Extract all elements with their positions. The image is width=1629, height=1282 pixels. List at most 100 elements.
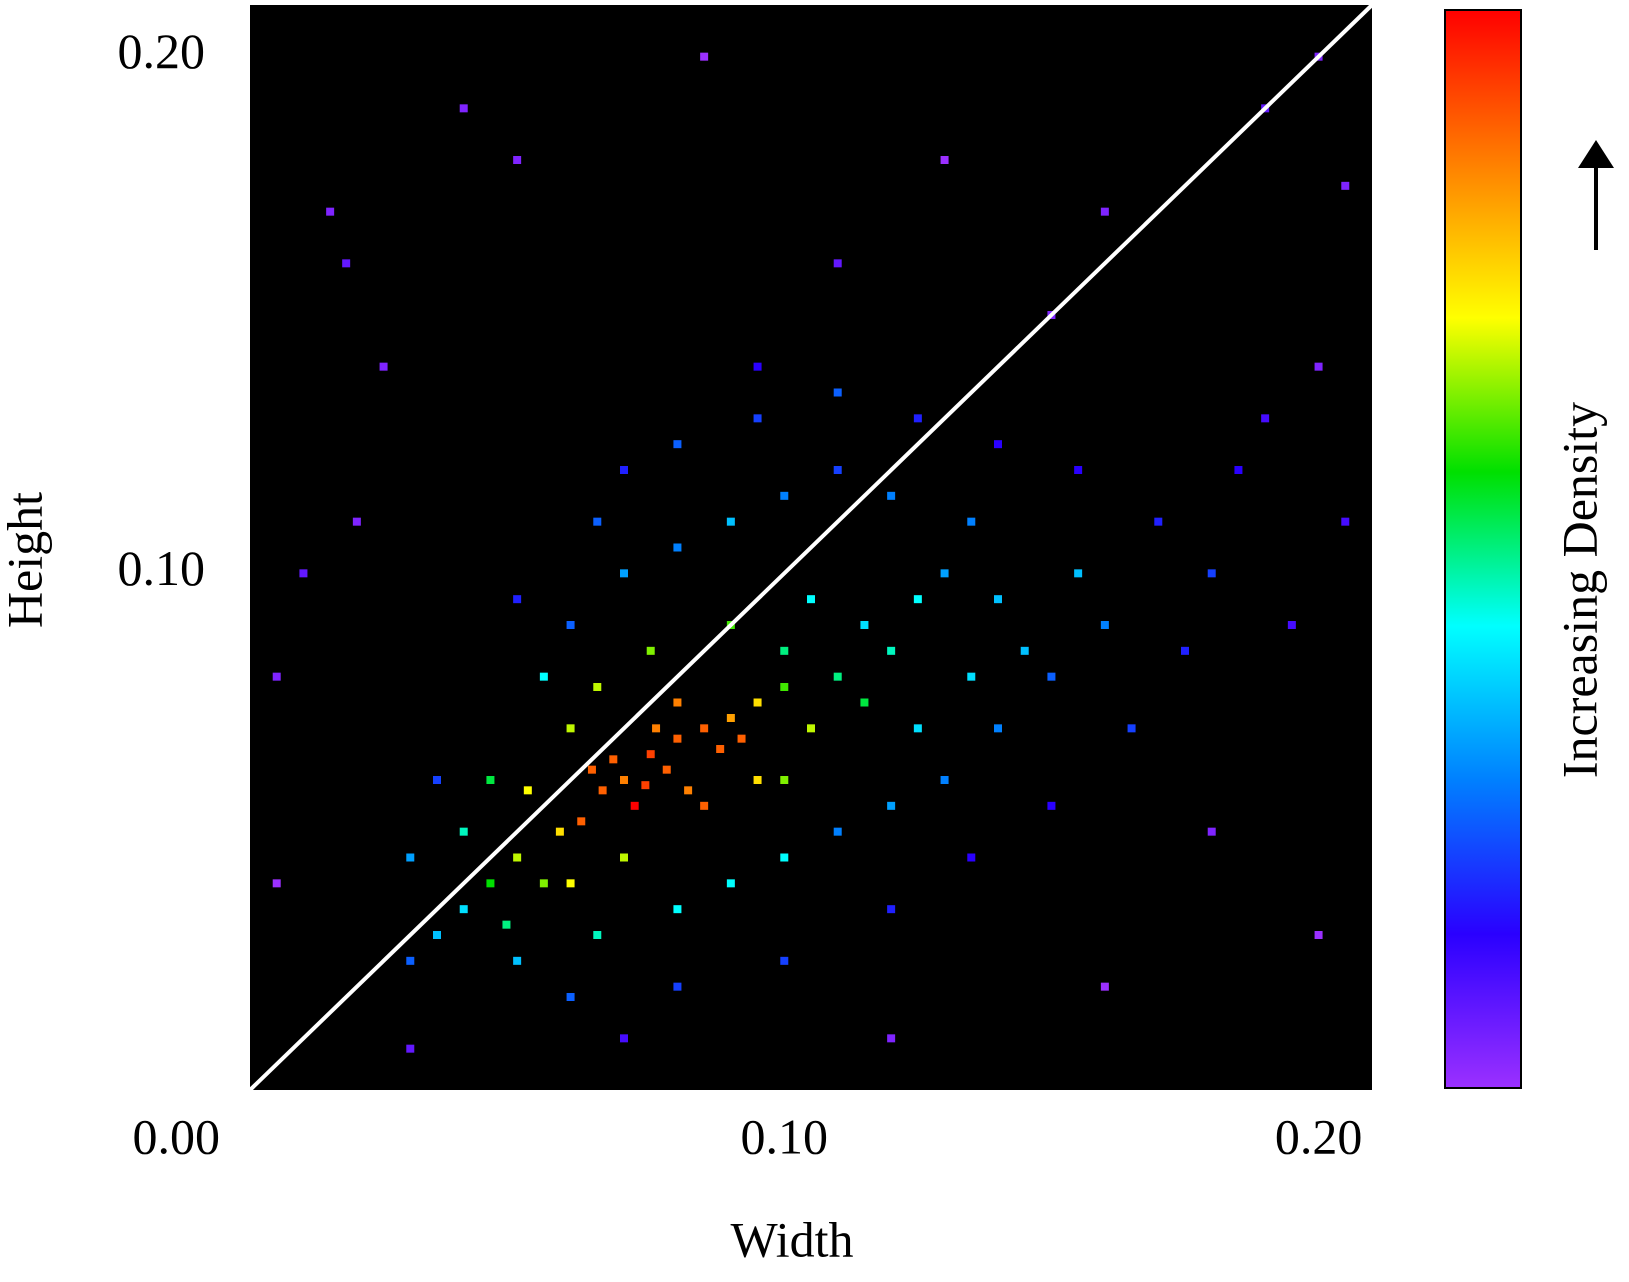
point	[967, 853, 976, 862]
point	[272, 879, 281, 888]
point	[1314, 931, 1323, 939]
point	[780, 853, 789, 862]
point	[1127, 724, 1136, 733]
point	[753, 362, 762, 371]
point	[566, 724, 575, 733]
point	[577, 817, 586, 826]
point	[780, 956, 789, 965]
point	[555, 827, 564, 836]
point	[887, 646, 896, 655]
point	[780, 491, 789, 500]
point	[513, 956, 522, 965]
point	[684, 786, 693, 795]
point	[913, 595, 922, 604]
point	[272, 672, 281, 681]
point	[833, 466, 842, 474]
point	[860, 698, 869, 707]
point	[433, 931, 441, 939]
point	[700, 52, 709, 61]
point	[1074, 569, 1083, 578]
point	[716, 745, 725, 753]
point	[630, 801, 639, 810]
point	[700, 801, 709, 810]
point	[673, 982, 682, 991]
point	[967, 517, 976, 526]
point	[523, 786, 532, 795]
y-tick-label: 0.20	[118, 23, 206, 79]
point	[833, 672, 842, 681]
point	[342, 259, 351, 268]
point	[833, 827, 842, 836]
point	[1207, 569, 1216, 578]
point	[459, 827, 468, 836]
point	[620, 569, 628, 578]
point	[566, 621, 575, 629]
point	[566, 993, 575, 1001]
point	[753, 698, 762, 707]
point	[780, 776, 789, 784]
point	[1341, 181, 1350, 190]
point	[502, 920, 511, 929]
point	[780, 683, 789, 691]
point	[913, 414, 922, 423]
point	[1261, 414, 1270, 423]
point	[1234, 466, 1243, 474]
point	[539, 672, 548, 681]
arrow-head	[1578, 140, 1614, 168]
point	[887, 905, 896, 914]
point	[1154, 517, 1163, 526]
point	[1100, 207, 1109, 216]
point	[807, 595, 815, 604]
colorbar	[1444, 9, 1522, 1089]
point	[753, 414, 762, 423]
point	[326, 207, 335, 216]
x-tick-label: 0.00	[133, 1108, 221, 1164]
x-tick-label: 0.20	[1275, 1108, 1363, 1164]
point	[833, 388, 842, 397]
point	[566, 879, 575, 888]
point	[513, 853, 522, 862]
point	[1341, 517, 1350, 526]
point	[673, 905, 682, 914]
point	[1181, 646, 1189, 655]
point	[406, 853, 415, 862]
point	[994, 440, 1002, 449]
identity-line	[248, 3, 1374, 1092]
point	[913, 724, 922, 733]
point	[609, 755, 618, 764]
point	[620, 466, 628, 474]
y-tick-label: 0.10	[118, 540, 206, 596]
point	[860, 621, 869, 629]
point	[620, 853, 628, 862]
point	[887, 801, 896, 810]
point	[486, 879, 495, 888]
point	[459, 905, 468, 914]
point	[406, 1044, 415, 1053]
point	[673, 543, 682, 552]
point	[593, 683, 602, 691]
point	[486, 776, 495, 784]
point	[620, 776, 628, 784]
point	[737, 734, 746, 743]
point	[940, 156, 949, 164]
point	[352, 517, 361, 526]
x-tick-label: 0.10	[741, 1108, 829, 1164]
point	[726, 714, 735, 722]
point	[1074, 466, 1083, 474]
point	[1100, 621, 1109, 629]
point	[1100, 982, 1109, 991]
point	[726, 879, 735, 888]
point	[887, 491, 896, 500]
point	[700, 724, 709, 733]
point	[1287, 621, 1296, 629]
point	[673, 698, 682, 707]
point	[780, 646, 789, 655]
point	[967, 672, 976, 681]
point	[652, 724, 661, 733]
point	[662, 765, 671, 774]
point	[593, 931, 602, 939]
point	[753, 776, 762, 784]
point	[1020, 646, 1029, 655]
point	[598, 786, 607, 795]
